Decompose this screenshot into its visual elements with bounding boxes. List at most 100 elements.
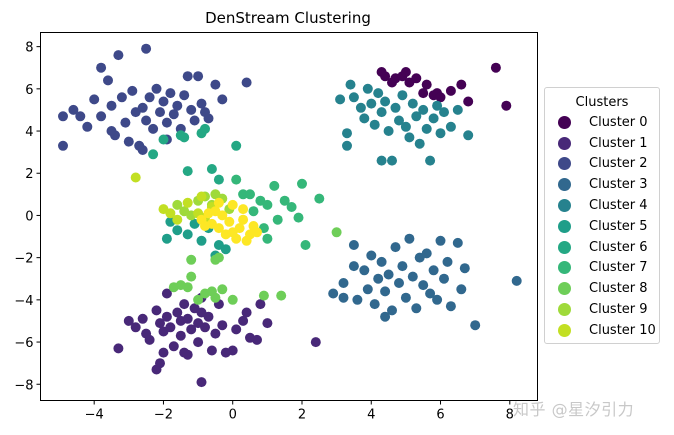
data-point [182, 282, 193, 293]
data-point [161, 117, 172, 128]
data-point [439, 107, 449, 118]
data-point [421, 248, 432, 259]
chart-title: DenStream Clustering [205, 9, 371, 27]
data-point [241, 307, 252, 318]
data-point [411, 73, 422, 84]
data-point [397, 90, 408, 101]
x-tick-label: 0 [229, 408, 237, 423]
legend-label: Cluster 7 [589, 260, 648, 276]
data-point [286, 202, 297, 212]
data-point [262, 233, 273, 244]
legend-label: Cluster 10 [589, 322, 656, 338]
data-point [58, 111, 68, 122]
data-point [238, 214, 249, 225]
legend-marker-icon [558, 178, 571, 192]
data-point [404, 132, 415, 143]
data-point [387, 305, 397, 316]
data-point [116, 92, 127, 103]
legend-label: Cluster 9 [589, 302, 648, 318]
data-point [418, 280, 429, 291]
data-point [425, 155, 436, 166]
data-point [165, 208, 176, 219]
legend-marker-icon [558, 115, 571, 129]
data-point [338, 278, 349, 288]
data-point [189, 115, 200, 126]
data-point [127, 85, 138, 96]
data-point [96, 62, 107, 73]
data-point [445, 85, 456, 96]
data-point [196, 98, 207, 109]
data-point [179, 299, 190, 310]
legend-item: Cluster 4 [545, 195, 659, 216]
legend-label: Cluster 2 [589, 156, 648, 172]
data-point [151, 364, 162, 375]
data-point [227, 345, 238, 356]
data-point [445, 301, 456, 312]
legend-marker-icon [558, 303, 571, 317]
data-point [213, 174, 224, 185]
data-point [390, 102, 401, 113]
data-point [394, 278, 404, 288]
data-point [501, 100, 512, 111]
data-point [172, 214, 183, 225]
plot-frame [40, 32, 538, 401]
data-point [310, 337, 321, 348]
data-point [293, 212, 304, 223]
legend-marker-icon [558, 323, 571, 337]
data-point [335, 94, 346, 105]
y-tick-label: 6 [25, 83, 33, 98]
data-point [407, 271, 418, 282]
data-point [210, 328, 221, 339]
legend-label: Cluster 1 [589, 135, 648, 151]
data-point [328, 288, 339, 299]
data-point [394, 115, 404, 126]
legend-label: Cluster 4 [589, 198, 648, 214]
data-point [137, 102, 148, 113]
data-point [376, 155, 387, 166]
data-point [151, 305, 162, 316]
data-point [186, 324, 197, 335]
data-point [155, 107, 165, 118]
data-point [200, 221, 210, 231]
x-tick-label: −4 [85, 408, 104, 423]
data-point [439, 273, 449, 284]
data-point [355, 102, 366, 113]
data-point [445, 121, 456, 132]
legend-item: Cluster 1 [545, 133, 659, 154]
data-point [148, 149, 159, 160]
data-point [262, 318, 273, 329]
data-point [165, 322, 176, 333]
data-point [338, 292, 349, 303]
data-point [172, 225, 183, 236]
data-point [203, 311, 214, 322]
data-point [168, 109, 179, 120]
data-point [217, 320, 228, 331]
y-tick-label: −4 [14, 294, 33, 309]
data-point [186, 271, 197, 282]
data-point [165, 88, 176, 99]
data-point [161, 311, 172, 322]
data-point [366, 98, 377, 109]
data-point [231, 174, 242, 185]
data-point [348, 92, 359, 103]
data-point [172, 100, 183, 111]
data-point [435, 92, 446, 103]
data-point [137, 313, 148, 324]
data-point [414, 138, 425, 149]
legend-item: Cluster 3 [545, 174, 659, 195]
data-point [380, 311, 391, 322]
legend-item: Cluster 7 [545, 258, 659, 279]
legend-marker-icon [558, 157, 571, 171]
data-point [182, 229, 193, 240]
data-point [245, 189, 255, 200]
data-point [428, 113, 439, 124]
legend-title: Clusters [575, 95, 629, 110]
data-point [435, 235, 446, 246]
data-point [227, 227, 238, 238]
x-tick-label: 6 [436, 408, 444, 423]
data-point [418, 88, 429, 99]
data-point [179, 347, 190, 358]
x-axis-ticks: −4 −2 0 2 4 6 8 [85, 400, 514, 423]
data-point [276, 290, 287, 301]
